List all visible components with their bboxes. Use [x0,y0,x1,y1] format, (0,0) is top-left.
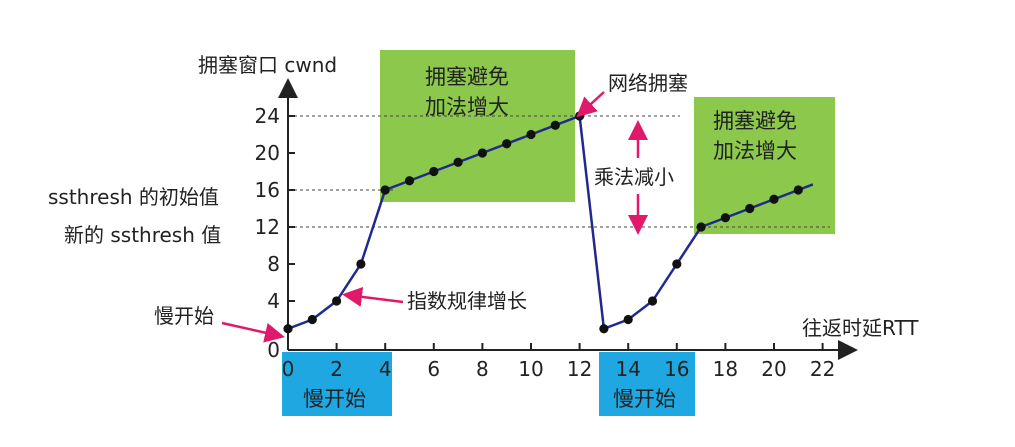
exponential-growth-label: 指数规律增长 [407,289,527,313]
x-tick-label: 20 [761,357,786,381]
multiplicative-decrease-label: 乘法减小 [594,165,674,189]
data-point [672,259,682,269]
data-point [356,259,366,269]
data-point [696,222,706,232]
data-point [453,157,463,167]
data-point [502,139,512,149]
ssthresh-new-label: 新的 ssthresh 值 [64,223,221,247]
box2-line2: 加法增大 [713,139,797,163]
data-point [307,314,317,325]
x-tick-label: 12 [567,357,592,381]
data-point [550,120,560,130]
congestion-avoidance-box-2 [694,97,835,234]
cwnd-points [283,111,803,334]
data-point [623,314,633,325]
congestion-avoidance-box-1 [380,50,575,202]
slow-start-arrow [221,321,285,343]
ssthresh-initial-label: ssthresh 的初始值 [48,185,219,209]
data-point [332,296,342,306]
data-point [429,166,439,177]
slow-start-box-1-label: 慢开始 [303,387,366,411]
y-tick-label: 20 [255,141,280,165]
box2-line1: 拥塞避免 [713,109,797,133]
slow-start-box-2 [599,352,695,416]
data-point [404,176,415,186]
y-tick-label: 8 [267,252,280,276]
x-tick-label: 22 [810,357,835,381]
data-point [380,185,390,195]
y-tick-label: 0 [267,338,280,362]
y-tick-label: 24 [255,104,280,128]
reference-lines [288,115,830,228]
data-point [599,324,609,334]
x-tick-label: 10 [518,357,543,381]
x-tick-label: 2 [330,357,343,381]
data-point [769,194,779,204]
x-tick-label: 16 [664,357,689,381]
slow-start-label: 慢开始 [154,304,214,328]
x-ticks: 0 2 4 6 8 10 12 14 16 18 20 22 [282,343,835,381]
x-tick-label: 6 [427,357,440,381]
x-tick-label: 14 [615,357,640,381]
data-point [477,148,487,158]
slow-start-box-1 [282,352,392,416]
y-ticks: 0 4 8 12 16 20 24 [255,104,295,362]
y-tick-label: 16 [255,178,280,202]
y-axis-label: 拥塞窗口 cwnd [198,53,337,77]
y-tick-label: 12 [255,215,280,239]
x-tick-label: 18 [713,357,738,381]
data-point [647,296,658,306]
data-point [283,324,293,334]
box1-line2: 加法增大 [425,95,509,119]
box1-line1: 拥塞避免 [425,65,509,89]
data-point [745,203,755,214]
exponential-growth-arrow [342,286,404,307]
x-tick-label: 0 [282,357,295,381]
network-congestion-label: 网络拥塞 [608,71,688,95]
network-congestion-arrow [576,91,605,118]
slow-start-box-2-label: 慢开始 [613,387,676,411]
x-tick-label: 4 [379,357,392,381]
y-tick-label: 4 [267,289,280,313]
x-tick-label: 8 [476,357,489,381]
x-axis-label: 往返时延RTT [802,316,919,340]
data-point [720,213,731,223]
data-point [793,185,803,195]
data-point [526,129,536,140]
